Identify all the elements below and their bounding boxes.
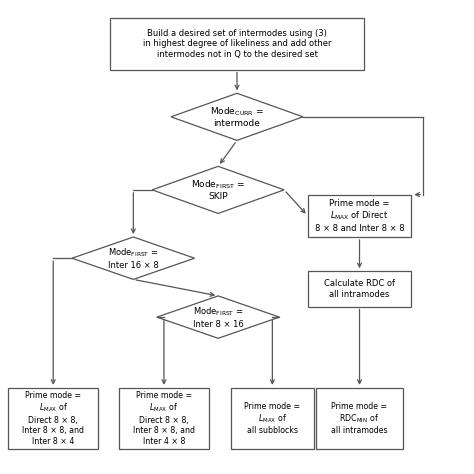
Text: Prime mode =
$L_{\mathrm{MAX}}$ of
Direct 8 × 8,
Inter 8 × 8, and
Inter 8 × 4: Prime mode = $L_{\mathrm{MAX}}$ of Direc… [22,391,84,446]
Polygon shape [171,93,303,140]
FancyBboxPatch shape [308,195,411,237]
Polygon shape [72,237,195,279]
Text: $\mathrm{Mode_{FIRST}}$ =
Inter 16 × 8: $\mathrm{Mode_{FIRST}}$ = Inter 16 × 8 [108,247,159,270]
Text: Prime mode =
$L_{\mathrm{MAX}}$ of
Direct 8 × 8,
Inter 8 × 8, and
Inter 4 × 8: Prime mode = $L_{\mathrm{MAX}}$ of Direc… [133,391,195,446]
Text: Prime mode =
$\mathrm{RDC_{MIN}}$ of
all intramodes: Prime mode = $\mathrm{RDC_{MIN}}$ of all… [331,401,388,435]
Text: $\mathrm{Mode_{CURR}}$ =
intermode: $\mathrm{Mode_{CURR}}$ = intermode [210,105,264,128]
Text: $\mathrm{Mode_{FIRST}}$ =
Inter 8 × 16: $\mathrm{Mode_{FIRST}}$ = Inter 8 × 16 [193,306,244,328]
Text: Build a desired set of intermodes using (3)
in highest degree of likeliness and : Build a desired set of intermodes using … [143,29,331,59]
Polygon shape [152,166,284,213]
Polygon shape [157,296,279,338]
FancyBboxPatch shape [110,18,364,70]
FancyBboxPatch shape [9,388,98,449]
FancyBboxPatch shape [316,388,403,449]
FancyBboxPatch shape [231,388,314,449]
Text: $\mathrm{Mode_{FIRST}}$ =
SKIP: $\mathrm{Mode_{FIRST}}$ = SKIP [191,178,245,201]
Text: Calculate RDC of
all intramodes: Calculate RDC of all intramodes [324,279,395,299]
Text: Prime mode =
$L_{\mathrm{MAX}}$ of Direct
8 × 8 and Inter 8 × 8: Prime mode = $L_{\mathrm{MAX}}$ of Direc… [315,199,404,233]
FancyBboxPatch shape [119,388,209,449]
FancyBboxPatch shape [308,271,411,307]
Text: Prime mode =
$L_{\mathrm{MAX}}$ of
all subblocks: Prime mode = $L_{\mathrm{MAX}}$ of all s… [244,401,301,435]
